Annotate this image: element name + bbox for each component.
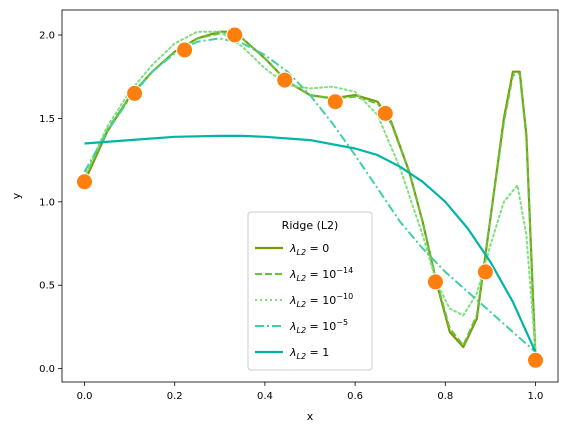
- legend-label-3: λL2 = 10−5: [289, 318, 348, 335]
- data-point: [326, 93, 344, 111]
- series-line-3: [83, 37, 537, 353]
- legend-box: [247, 211, 373, 371]
- y-axis-ticks: 0.0 0.5 1.0 1.5 2.0: [39, 31, 62, 375]
- data-point: [126, 84, 144, 102]
- y-tick-label: 0.0: [39, 364, 55, 375]
- y-tick-label: 1.0: [39, 197, 55, 208]
- y-tick-label: 0.5: [39, 281, 55, 292]
- data-point: [376, 104, 394, 122]
- y-tick-label: 2.0: [39, 31, 55, 42]
- data-point: [76, 173, 93, 191]
- x-tick-label: 0.0: [77, 391, 93, 402]
- x-tick-label: 0.4: [257, 391, 273, 402]
- series-line-4: [84, 134, 537, 353]
- y-axis-label: y: [10, 192, 23, 199]
- x-axis-label: x: [307, 410, 314, 423]
- legend-label-1: λL2 = 10−14: [289, 266, 353, 283]
- plot-frame: [61, 9, 559, 383]
- x-tick-label: 0.8: [437, 391, 453, 402]
- x-tick-label: 1.0: [528, 391, 544, 402]
- data-point: [476, 263, 494, 281]
- legend-label-2: λL2 = 10−10: [289, 292, 353, 309]
- legend: Ridge (L2) λL2 = 0 λL2 = 10−14 λL2 = 10−10…: [247, 211, 373, 371]
- legend-label-0: λL2 = 0: [289, 242, 329, 257]
- x-axis-ticks: 0.0 0.2 0.4 0.6 0.8 1.0: [77, 382, 544, 402]
- data-point: [226, 26, 244, 44]
- data-points: [76, 26, 544, 369]
- x-tick-label: 0.2: [167, 391, 183, 402]
- data-point: [276, 71, 294, 89]
- legend-label-4: λL2 = 1: [289, 346, 329, 361]
- data-point: [426, 273, 444, 291]
- legend-title: Ridge (L2): [282, 219, 339, 232]
- data-point: [527, 351, 544, 369]
- legend-entries: λL2 = 0 λL2 = 10−14 λL2 = 10−10 λL2 = 10−5 λ…: [255, 242, 353, 361]
- y-tick-label: 1.5: [39, 114, 55, 125]
- series-line-2: [83, 30, 537, 353]
- x-tick-label: 0.6: [347, 391, 363, 402]
- data-point: [176, 41, 194, 59]
